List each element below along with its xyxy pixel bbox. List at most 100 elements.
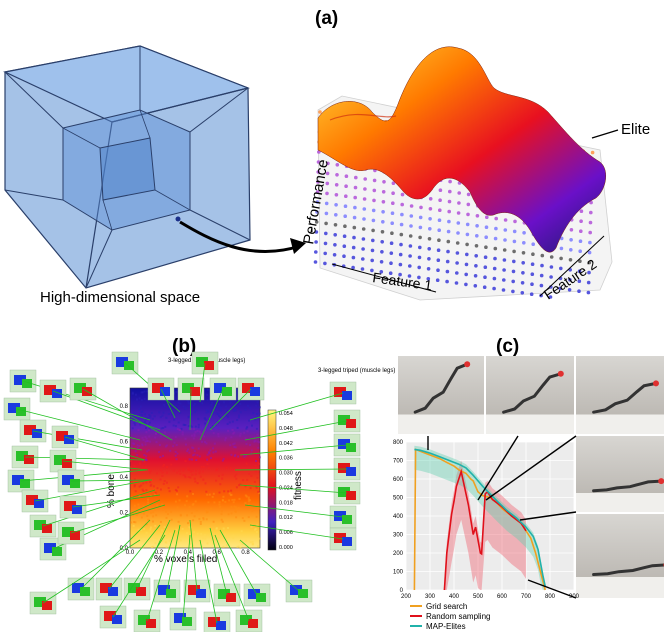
robot-pointer-line xyxy=(62,460,149,471)
performance-landscape xyxy=(313,46,613,301)
series-line xyxy=(443,468,527,591)
mapping-arrowhead xyxy=(290,238,306,254)
chart-x-tick: 400 xyxy=(449,594,460,600)
robot-pointer-line xyxy=(24,456,145,461)
robot-pointer-line xyxy=(32,430,143,451)
robot-thumbnails xyxy=(3,351,361,632)
photo-pointer-line xyxy=(477,435,519,501)
surface xyxy=(317,46,607,253)
heatmap-x-tick: 0.2 xyxy=(155,550,164,556)
colorbar xyxy=(267,409,277,551)
photo-pointer-line xyxy=(519,511,577,521)
colorbar-label: fitness xyxy=(293,471,304,500)
robot-pointer-line xyxy=(209,388,252,431)
caption-high-dimensional-space: High-dimensional space xyxy=(40,289,200,306)
robot-pointer-line xyxy=(146,529,176,622)
legend-label: MAP-Elites xyxy=(426,622,466,631)
robot-arm-photo xyxy=(576,356,664,434)
chart-y-tick: 600 xyxy=(393,477,404,483)
robot-arm-photos xyxy=(398,356,664,598)
colorbar-tick: 0.012 xyxy=(279,515,293,521)
robot-pointer-line xyxy=(182,534,191,620)
chart-x-tick: 500 xyxy=(473,594,484,600)
colorbar-tick: 0.054 xyxy=(279,411,293,417)
robot-arm-photo xyxy=(486,356,574,434)
panel-a-label: (a) xyxy=(315,8,338,29)
robot-pointer-line xyxy=(72,494,161,508)
robot-pointer-line xyxy=(209,527,228,596)
annotation-right: 3-legged triped (muscle legs) xyxy=(318,368,395,374)
panel-c-label: (c) xyxy=(496,336,519,357)
robot-pointer-line xyxy=(42,489,156,527)
elite-pointer xyxy=(591,129,619,139)
photo-pointer-line xyxy=(485,435,577,501)
chart-x-tick: 600 xyxy=(497,594,508,600)
robot-pointer-line xyxy=(82,388,173,441)
robot-pointer-line xyxy=(199,539,218,624)
robot-pointer-line xyxy=(249,524,344,540)
robot-pointer-line xyxy=(239,539,300,592)
chart-x-tick: 200 xyxy=(401,594,412,600)
robot-pointer-line xyxy=(136,519,171,590)
chart-y-tick: 400 xyxy=(393,514,404,520)
chart-x-tick: 800 xyxy=(545,594,556,600)
robot-pointer-line xyxy=(244,504,344,518)
chart-y-tick: 200 xyxy=(393,551,404,557)
photo-pointer-line xyxy=(527,579,577,599)
chart-y-tick: 0 xyxy=(400,588,404,594)
feature1-arrow xyxy=(331,263,437,293)
robot-pointer-line xyxy=(166,524,181,592)
chart-y-tick: 100 xyxy=(393,570,404,576)
heatmap-x-tick: 0.6 xyxy=(213,550,222,556)
robot-pointer-line xyxy=(80,519,151,590)
legend-label: Random sampling xyxy=(426,612,490,621)
robot-pointer-line xyxy=(112,534,166,618)
robot-arm-photo xyxy=(576,436,664,512)
robot-pointer-line xyxy=(108,524,161,590)
robot-pointer-line xyxy=(70,504,166,534)
colorbar-tick: 0.000 xyxy=(279,545,293,551)
robot-pointer-line xyxy=(34,479,151,502)
heatmap-y-tick: 0.6 xyxy=(120,439,129,445)
chart-x-tick: 700 xyxy=(521,594,532,600)
robot-pointer-line xyxy=(64,436,146,461)
chart-x-tick: 300 xyxy=(425,594,436,600)
robot-pointer-line xyxy=(16,408,141,441)
heatmap-y-tick: 0.4 xyxy=(120,475,129,481)
robot-pointer-line xyxy=(199,362,206,403)
chart-y-tick: 800 xyxy=(393,440,404,446)
legend-label: Grid search xyxy=(426,602,467,611)
colorbar-tick: 0.030 xyxy=(279,471,293,477)
chart-ticks: 2003004005006007008009000100200300400500… xyxy=(393,440,580,600)
panel-b-label: (b) xyxy=(172,336,196,357)
colorbar-tick: 0.018 xyxy=(279,500,293,506)
robot-pointer-line xyxy=(214,534,250,622)
heatmap-y-tick: 0.0 xyxy=(120,546,129,552)
heatmap-y-tick: 0.8 xyxy=(120,404,129,410)
mapping-arrow xyxy=(179,220,301,254)
robot-pointer-line xyxy=(244,420,348,441)
colorbar-tick: 0.048 xyxy=(279,426,293,432)
heatmap xyxy=(129,387,262,550)
robot-arm-photo xyxy=(576,514,664,598)
annotation-right-line: 3-legged triped (muscle legs) xyxy=(318,368,395,374)
robot-pointer-line xyxy=(160,388,176,419)
robot-pointer-line xyxy=(42,539,141,604)
heatmap-x-tick: 0.8 xyxy=(241,550,250,556)
colorbar-tick: 0.006 xyxy=(279,530,293,536)
robot-pointer-line xyxy=(189,388,192,431)
colorbar-tick: 0.036 xyxy=(279,456,293,462)
heatmap-xlabel: % voxels filled xyxy=(154,554,217,565)
robot-pointer-line xyxy=(219,529,258,596)
series-line xyxy=(414,448,546,587)
hypercube xyxy=(3,45,251,289)
colorbar-tick: 0.042 xyxy=(279,441,293,447)
robot-pointer-line xyxy=(70,479,153,482)
chart-confidence-bands xyxy=(414,445,546,590)
line-chart: 2003004005006007008009000100200300400500… xyxy=(393,435,580,600)
heatmap-x-tick: 0.0 xyxy=(126,550,135,556)
heatmap-ylabel: % bone xyxy=(106,474,117,508)
robot-pointer-line xyxy=(199,388,224,441)
